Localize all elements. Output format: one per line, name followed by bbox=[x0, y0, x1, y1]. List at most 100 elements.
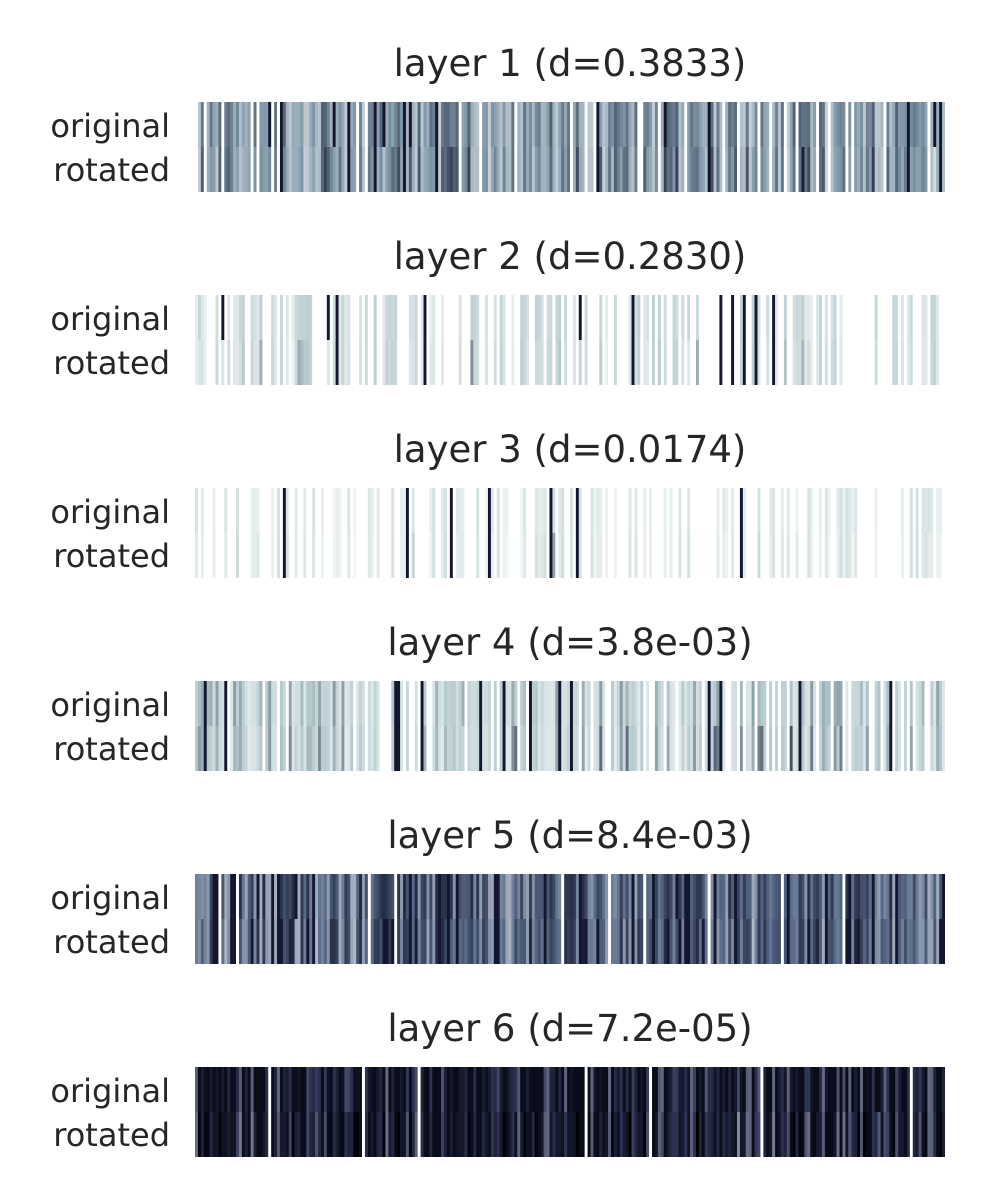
heatmap-cell bbox=[546, 102, 550, 147]
heatmap-cell bbox=[766, 1067, 770, 1112]
heatmap-cell bbox=[845, 488, 849, 533]
heatmap-cell bbox=[520, 726, 524, 771]
heatmap-cell bbox=[824, 295, 829, 340]
row-label-rotated: rotated bbox=[53, 1116, 170, 1154]
heatmap-cell bbox=[558, 295, 562, 340]
heatmap-cell bbox=[329, 488, 333, 533]
heatmap-cell bbox=[666, 681, 670, 726]
heatmap-cell bbox=[701, 1067, 706, 1112]
heatmap-cell bbox=[253, 340, 257, 385]
heatmap-cell bbox=[487, 533, 492, 578]
heatmap-cell bbox=[265, 874, 269, 919]
heatmap-cell bbox=[575, 1112, 580, 1157]
heatmap-cell bbox=[783, 726, 788, 771]
heatmap-cell bbox=[927, 147, 931, 192]
heatmap-cell bbox=[277, 102, 281, 147]
heatmap-cell bbox=[300, 919, 304, 964]
heatmap-cell bbox=[370, 102, 375, 147]
heatmap-cell bbox=[675, 919, 679, 964]
heatmap-cell bbox=[244, 488, 249, 533]
heatmap-cell bbox=[244, 295, 249, 340]
heatmap-cell bbox=[611, 102, 615, 147]
heatmap-cell bbox=[367, 533, 372, 578]
heatmap-cell bbox=[564, 681, 568, 726]
heatmap-cell bbox=[906, 1112, 911, 1157]
heatmap-cell bbox=[734, 102, 738, 147]
heatmap-cell bbox=[857, 147, 861, 192]
heatmap-cell bbox=[663, 533, 667, 578]
heatmap-cell bbox=[385, 102, 389, 147]
heatmap-cell bbox=[783, 681, 788, 726]
heatmap-cell bbox=[505, 533, 509, 578]
heatmap-cell bbox=[654, 681, 659, 726]
heatmap-cell bbox=[716, 681, 720, 726]
heatmap-cell bbox=[526, 681, 530, 726]
heatmap-cell bbox=[382, 726, 386, 771]
heatmap-cell bbox=[414, 1067, 418, 1112]
heatmap-cell bbox=[936, 147, 940, 192]
heatmap-cell bbox=[487, 681, 492, 726]
heatmap-cell bbox=[265, 1067, 269, 1112]
heatmap-cell bbox=[739, 102, 744, 147]
heatmap-cell bbox=[271, 488, 275, 533]
heatmap-cell bbox=[613, 533, 618, 578]
heatmap-cell bbox=[731, 488, 735, 533]
heatmap-cell bbox=[886, 1067, 890, 1112]
heatmap-cell bbox=[854, 1112, 858, 1157]
heatmap-cell bbox=[924, 340, 928, 385]
heatmap-cell bbox=[429, 726, 433, 771]
heatmap-cell bbox=[936, 919, 940, 964]
heatmap-cell bbox=[502, 102, 506, 147]
heatmap-cell bbox=[640, 874, 644, 919]
heatmap-cell bbox=[195, 1067, 199, 1112]
heatmap-cell bbox=[842, 1067, 846, 1112]
heatmap-cell bbox=[570, 1112, 574, 1157]
heatmap-cell bbox=[523, 533, 527, 578]
heatmap-cell bbox=[646, 147, 650, 192]
heatmap-cell bbox=[236, 874, 240, 919]
heatmap-cell bbox=[898, 1067, 902, 1112]
heatmap-cell bbox=[725, 295, 729, 340]
heatmap-cell bbox=[215, 102, 219, 147]
heatmap-cell bbox=[865, 102, 870, 147]
heatmap-cell bbox=[775, 726, 779, 771]
heatmap-cell bbox=[218, 726, 222, 771]
heatmap-cell bbox=[608, 102, 612, 147]
heatmap-cell bbox=[373, 726, 377, 771]
heatmap-cell bbox=[438, 1112, 442, 1157]
heatmap-cell bbox=[672, 681, 676, 726]
heatmap-cell bbox=[473, 102, 477, 147]
heatmap-cell bbox=[939, 102, 943, 147]
heatmap-cell bbox=[766, 533, 770, 578]
heatmap-cell bbox=[663, 488, 667, 533]
heatmap-cell bbox=[318, 919, 322, 964]
heatmap-cell bbox=[748, 1112, 752, 1157]
heatmap-cell bbox=[221, 147, 225, 192]
heatmap-cell bbox=[493, 295, 498, 340]
heatmap-cell bbox=[813, 681, 817, 726]
heatmap-cell bbox=[839, 919, 843, 964]
heatmap-cell bbox=[230, 874, 234, 919]
heatmap-cell bbox=[631, 488, 635, 533]
heatmap-cell bbox=[502, 340, 506, 385]
heatmap-cell bbox=[332, 295, 336, 340]
heatmap-cell bbox=[282, 533, 287, 578]
heatmap-cell bbox=[359, 681, 363, 726]
heatmap-cell bbox=[244, 1067, 249, 1112]
heatmap-cell bbox=[236, 681, 240, 726]
heatmap-cell bbox=[277, 1112, 281, 1157]
heatmap-cell bbox=[487, 726, 492, 771]
heatmap-cell bbox=[786, 1067, 791, 1112]
heatmap-cell bbox=[801, 681, 805, 726]
heatmap-cell bbox=[619, 919, 624, 964]
heatmap-cell bbox=[816, 1067, 820, 1112]
heatmap-cell bbox=[329, 1112, 333, 1157]
heatmap-cell bbox=[678, 726, 682, 771]
heatmap-cell bbox=[742, 488, 747, 533]
heatmap-cell bbox=[792, 1067, 796, 1112]
heatmap-cell bbox=[707, 147, 711, 192]
heatmap-cell bbox=[857, 102, 861, 147]
heatmap-cell bbox=[605, 533, 609, 578]
row-label-rotated: rotated bbox=[53, 730, 170, 768]
heatmap-cell bbox=[616, 488, 621, 533]
